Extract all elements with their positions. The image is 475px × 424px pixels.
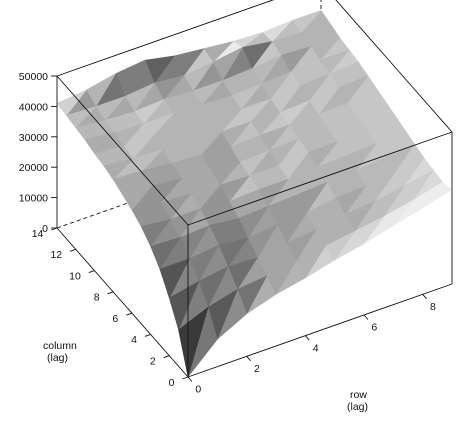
z-tick-label: 20000: [19, 162, 48, 174]
column-axis-title-line2: (lag): [47, 352, 68, 364]
row-axis-title-line1: row: [350, 389, 367, 401]
column-tick-label: 10: [69, 270, 81, 282]
column-tick-mark: [163, 355, 170, 359]
z-tick-label: 10000: [19, 193, 48, 205]
surface-facet: [75, 120, 106, 141]
column-tick-mark: [69, 248, 76, 252]
surface-facet: [159, 258, 190, 299]
surface-facet: [122, 185, 153, 211]
box-edge-top-front-left: [56, 75, 189, 226]
box-edge-top-front-right: [187, 131, 453, 226]
box-edge-top-back-right: [335, 0, 453, 133]
row-tick-label: 2: [254, 363, 260, 375]
z-tick-label: 40000: [19, 101, 48, 113]
column-tick-label: 6: [112, 313, 118, 325]
row-tick-label: 8: [430, 301, 436, 313]
column-tick-label: 8: [94, 292, 100, 304]
surface-facet: [150, 237, 181, 270]
row-tick-mark: [246, 356, 251, 362]
column-tick-mark: [107, 291, 114, 295]
column-tick-label: 12: [50, 249, 62, 261]
bounding-box-front: [56, 0, 453, 378]
surface-facet: [131, 202, 162, 227]
box-edge-top-back-left: [56, 0, 275, 77]
column-tick-mark: [144, 334, 151, 337]
column-tick-mark: [182, 376, 189, 380]
z-tick-label: 0: [42, 223, 48, 235]
surface-mesh: [56, 10, 453, 378]
box-edge-column-floor: [56, 227, 189, 378]
row-tick-mark: [187, 376, 193, 382]
column-tick-mark: [126, 312, 133, 316]
surface-facet: [169, 281, 199, 331]
column-tick-label: 14: [32, 228, 44, 240]
column-axis-title-line1: column: [43, 340, 77, 352]
box-edge-row-floor: [187, 283, 453, 378]
surface-facet: [140, 218, 171, 247]
row-tick-label: 4: [313, 342, 319, 354]
column-tick-mark: [88, 270, 95, 273]
surface-facet: [178, 307, 209, 378]
row-tick-mark: [422, 294, 427, 300]
row-axis-title-line2: (lag): [347, 401, 368, 413]
column-tick-label: 0: [169, 377, 175, 389]
column-tick-label: 2: [150, 355, 156, 367]
row-tick-label: 0: [195, 384, 201, 396]
surface-facet: [112, 170, 143, 195]
surface-facet: [56, 89, 87, 116]
column-tick-label: 4: [131, 334, 137, 346]
z-tick-label: 50000: [19, 71, 48, 83]
z-tick-label: 30000: [19, 132, 48, 144]
surface-facet: [94, 145, 125, 166]
surface-facet: [84, 132, 115, 154]
row-tick-label: 6: [371, 322, 377, 334]
surface-facet: [103, 158, 134, 180]
row-tick-mark: [363, 314, 369, 320]
axes: column (lag) row (lag) 02468024681012140…: [19, 71, 436, 413]
row-tick-mark: [304, 335, 310, 341]
